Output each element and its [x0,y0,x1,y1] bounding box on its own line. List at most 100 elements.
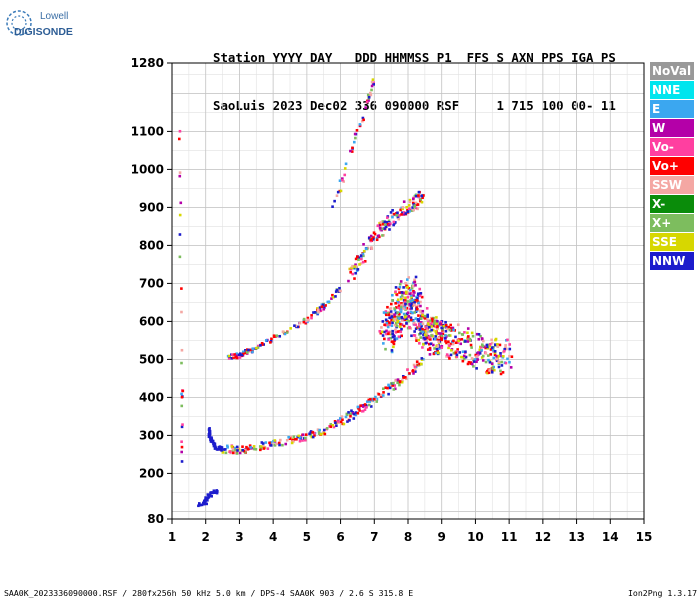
data-point [262,447,266,450]
data-point [354,271,357,275]
data-point [358,409,361,412]
data-point [235,452,239,455]
data-point [377,393,381,396]
data-point [378,228,382,232]
data-point [400,303,403,307]
data-point [395,293,398,296]
data-point [402,213,406,216]
data-point [400,319,404,322]
data-point [272,439,275,443]
data-point [408,198,412,202]
data-point [180,450,183,454]
data-point [464,350,467,354]
data-point [406,291,410,295]
data-point [419,292,423,295]
data-point [361,116,365,120]
data-point [408,372,411,375]
data-point [211,440,214,444]
data-point [301,433,305,436]
data-point [369,405,373,408]
data-point [429,319,433,322]
data-point [430,334,433,337]
data-point [338,289,342,293]
data-point [340,415,344,418]
data-point [448,357,451,360]
data-point [344,415,348,419]
data-point [394,302,397,305]
data-point [213,447,217,450]
data-point [455,350,459,353]
data-point [387,330,391,334]
data-point [413,204,417,207]
data-point [409,316,413,320]
data-point [429,338,432,341]
data-point [426,329,429,332]
data-point [416,317,419,321]
data-point [499,354,502,358]
data-point [385,332,388,336]
data-point [413,311,416,314]
data-point [386,216,389,219]
data-point [392,342,396,346]
data-point [365,406,368,409]
data-point [398,380,402,383]
data-point [509,366,513,369]
data-point [392,223,395,227]
y-tick-label: 1100 [131,124,164,138]
data-point [221,450,225,454]
data-point [455,355,459,359]
data-point [407,314,411,318]
data-point [227,354,231,358]
data-point [387,385,391,388]
data-point [410,307,413,310]
data-point [467,335,470,338]
data-point [405,290,408,294]
data-point [414,323,418,327]
data-point [406,210,410,213]
data-point [395,316,398,319]
x-tick-label: 7 [370,530,378,544]
data-point [464,355,468,359]
data-point [411,201,415,205]
data-point [391,208,394,212]
data-point [278,334,282,338]
data-point [442,324,446,328]
data-point [278,443,281,447]
data-point [420,295,424,299]
data-point [413,300,416,304]
data-point [457,339,460,343]
data-point [435,319,438,323]
data-point [449,323,452,327]
data-point [387,338,391,341]
data-point [401,296,405,299]
data-point [382,391,385,394]
data-point [435,332,439,336]
data-point [447,355,451,358]
data-point [262,343,266,346]
logo-graphic: Lowell DIGISONDE [6,10,73,38]
data-point [378,223,382,227]
data-point [440,346,443,349]
data-point [180,440,183,444]
data-point [489,353,492,356]
data-point [388,323,391,326]
data-point [419,300,422,304]
data-point [309,430,313,434]
data-point [400,334,403,338]
data-point [491,348,495,352]
data-point [412,303,416,306]
ionogram-chart: 1 2 3 4 5 6 7 8 9 10 11 12 13 14 15 802003004005006007… [131,56,653,544]
legend-item: NoVal [650,62,694,80]
data-point [354,263,357,267]
data-point [389,222,392,226]
data-point [440,345,444,348]
data-point [409,294,413,297]
data-point [502,349,506,353]
data-point [347,279,350,283]
data-point [374,398,377,401]
file-info: SAA0K_2023336090000.RSF / 280fx256h 50 k… [4,588,414,598]
x-tick-label: 10 [467,530,484,544]
data-point [447,325,451,329]
data-point [306,318,310,322]
data-point [354,413,358,417]
